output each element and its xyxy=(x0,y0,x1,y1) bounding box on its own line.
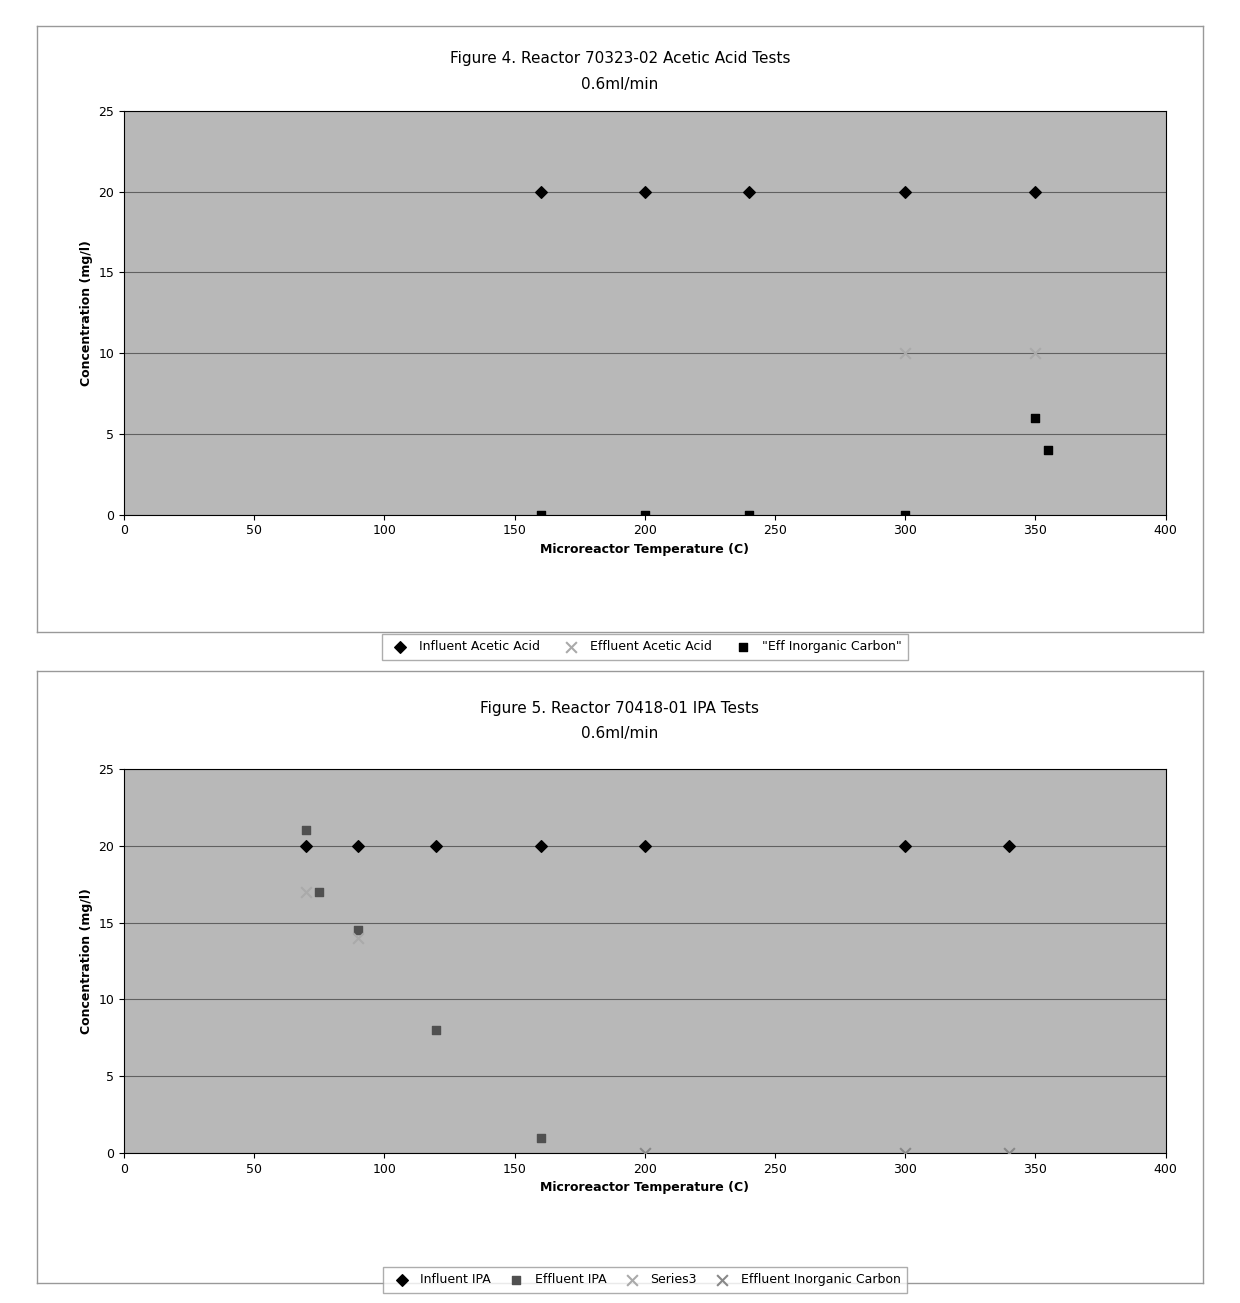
Influent IPA xyxy=(427,835,446,856)
Effluent IPA xyxy=(296,820,316,840)
Series3 xyxy=(348,928,368,949)
"Eff Inorganic Carbon" xyxy=(635,504,655,525)
Text: 0.6ml/min: 0.6ml/min xyxy=(582,726,658,741)
Influent Acetic Acid xyxy=(635,181,655,202)
Y-axis label: Concentration (mg/l): Concentration (mg/l) xyxy=(79,240,93,386)
X-axis label: Microreactor Temperature (C): Microreactor Temperature (C) xyxy=(541,1182,749,1195)
"Eff Inorganic Carbon" xyxy=(895,504,915,525)
"Eff Inorganic Carbon" xyxy=(1038,439,1058,460)
Influent IPA xyxy=(999,835,1019,856)
Influent Acetic Acid xyxy=(531,181,551,202)
Effluent Acetic Acid xyxy=(1025,343,1045,364)
Effluent IPA xyxy=(309,881,329,902)
Effluent IPA xyxy=(348,920,368,941)
Legend: Influent IPA, Effluent IPA, Series3, Effluent Inorganic Carbon: Influent IPA, Effluent IPA, Series3, Eff… xyxy=(383,1267,906,1293)
Y-axis label: Concentration (mg/l): Concentration (mg/l) xyxy=(79,889,93,1033)
Text: Figure 4. Reactor 70323-02 Acetic Acid Tests: Figure 4. Reactor 70323-02 Acetic Acid T… xyxy=(450,51,790,66)
Effluent Inorganic Carbon xyxy=(895,1143,915,1164)
"Eff Inorganic Carbon" xyxy=(531,504,551,525)
Influent IPA xyxy=(635,835,655,856)
Influent IPA xyxy=(296,835,316,856)
Effluent Inorganic Carbon xyxy=(635,1143,655,1164)
Influent IPA xyxy=(531,835,551,856)
Influent IPA xyxy=(348,835,368,856)
Influent IPA xyxy=(895,835,915,856)
"Eff Inorganic Carbon" xyxy=(1025,408,1045,429)
"Eff Inorganic Carbon" xyxy=(739,504,759,525)
Effluent Acetic Acid xyxy=(895,343,915,364)
Effluent IPA xyxy=(427,1020,446,1041)
Influent Acetic Acid xyxy=(739,181,759,202)
Effluent Inorganic Carbon xyxy=(999,1143,1019,1164)
X-axis label: Microreactor Temperature (C): Microreactor Temperature (C) xyxy=(541,543,749,556)
Effluent IPA xyxy=(531,1127,551,1148)
Series3 xyxy=(296,881,316,902)
Text: Figure 5. Reactor 70418-01 IPA Tests: Figure 5. Reactor 70418-01 IPA Tests xyxy=(481,701,759,717)
Influent Acetic Acid xyxy=(1025,181,1045,202)
Legend: Influent Acetic Acid, Effluent Acetic Acid, "Eff Inorganic Carbon": Influent Acetic Acid, Effluent Acetic Ac… xyxy=(382,635,908,659)
Text: 0.6ml/min: 0.6ml/min xyxy=(582,77,658,93)
Influent Acetic Acid xyxy=(895,181,915,202)
